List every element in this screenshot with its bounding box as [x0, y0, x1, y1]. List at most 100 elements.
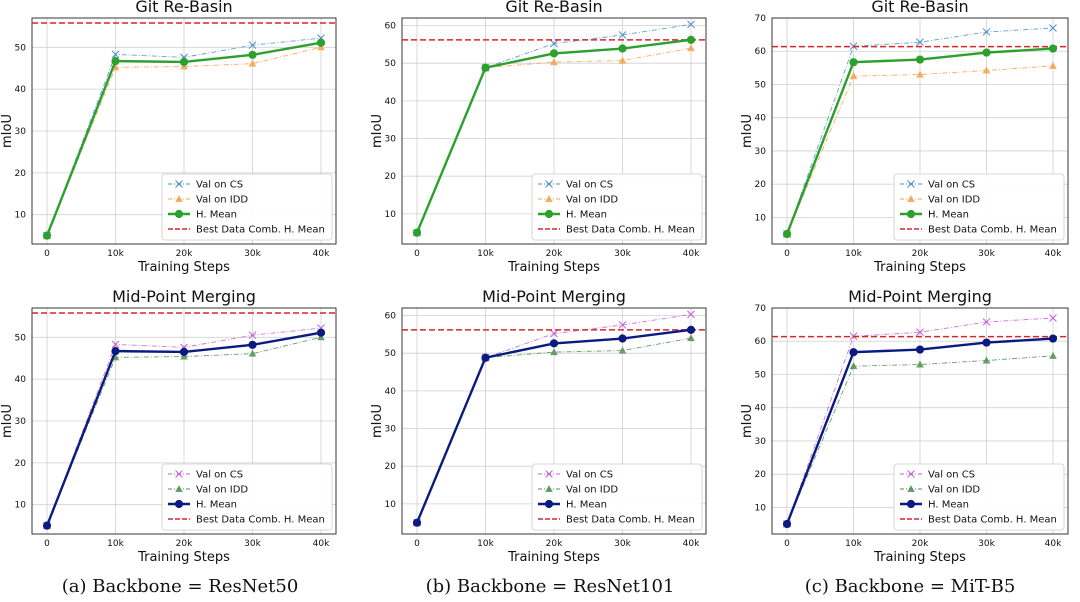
x-tick-label: 40k	[313, 539, 330, 549]
chart-git-rebasin-mitb5: Git Re-Basin 10 20 30 40 50 60 70 0 10k 20k 30k 40k T…	[740, 0, 1069, 275]
data-point	[550, 58, 558, 66]
x-axis-label: Training Steps	[137, 260, 230, 275]
data-point	[317, 333, 325, 341]
y-tick-label: 20	[15, 169, 27, 179]
legend-label: H. Mean	[196, 210, 237, 221]
data-point	[248, 50, 257, 59]
data-point	[849, 362, 858, 370]
y-tick-label: 20	[755, 470, 767, 480]
y-tick-label: 50	[755, 80, 767, 90]
series-h-mean	[42, 328, 326, 530]
data-point	[687, 310, 695, 319]
y-axis-label: mIoU	[0, 114, 15, 148]
caption-mitb5: (c) Backbone = MiT-B5	[804, 576, 1016, 597]
y-tick-label: 40	[755, 114, 767, 124]
y-axis-label: mIoU	[370, 114, 385, 148]
x-tick-label: 40k	[683, 539, 700, 549]
legend-marker	[544, 499, 554, 509]
data-point	[686, 325, 696, 334]
legend-label: Best Data Comb. H. Mean	[928, 515, 1057, 526]
legend-label: Best Data Comb. H. Mean	[566, 515, 695, 526]
data-point	[248, 331, 257, 340]
y-tick-label: 40	[385, 387, 397, 397]
data-point	[618, 31, 627, 39]
chart-git-rebasin-resnet50: Git Re-Basin 10 20 30 40 50 0 10k 20k 30k 40k Train…	[0, 0, 337, 275]
x-tick-label: 0	[44, 249, 50, 259]
x-tick-label: 10k	[845, 539, 862, 549]
data-point	[1049, 61, 1057, 69]
x-tick-label: 0	[414, 539, 420, 549]
data-point	[849, 72, 858, 80]
x-tick-label: 20k	[176, 249, 193, 259]
y-tick-label: 40	[755, 404, 767, 414]
data-point	[412, 518, 422, 527]
data-point	[618, 321, 627, 329]
legend-label: Val on IDD	[928, 195, 980, 206]
legend-box	[161, 463, 333, 531]
legend-marker	[907, 180, 915, 188]
data-point	[916, 38, 924, 47]
x-tick-label: 20k	[546, 249, 563, 259]
data-point	[248, 59, 257, 67]
legend-box	[531, 173, 703, 241]
y-tick-label: 40	[15, 85, 27, 95]
legend-label: H. Mean	[928, 500, 969, 511]
data-point	[849, 58, 858, 67]
legend-label: H. Mean	[928, 210, 969, 221]
data-point	[42, 521, 52, 530]
plot-frame	[771, 17, 1069, 245]
data-point	[916, 328, 924, 337]
data-point	[550, 39, 558, 48]
data-point	[1049, 351, 1057, 359]
series-h-mean	[782, 44, 1058, 239]
legend-box	[893, 463, 1065, 531]
data-point	[180, 352, 188, 360]
x-tick-label: 30k	[978, 249, 995, 259]
y-tick-label: 30	[755, 437, 767, 447]
data-point	[549, 49, 559, 58]
data-point	[111, 340, 120, 349]
legend-marker	[174, 499, 184, 509]
legend-label: Val on CS	[928, 180, 975, 191]
x-tick-label: 40k	[1045, 249, 1062, 259]
data-point	[412, 228, 422, 237]
y-tick-label: 10	[385, 500, 397, 510]
legend-marker	[906, 209, 916, 219]
y-tick-label: 20	[385, 172, 397, 182]
x-tick-label: 0	[44, 539, 50, 549]
y-tick-label: 30	[15, 127, 27, 137]
x-axis-label: Training Steps	[137, 550, 230, 565]
y-tick-label: 50	[385, 349, 397, 359]
legend-marker	[175, 470, 183, 478]
data-point	[982, 318, 991, 326]
legend-marker	[545, 180, 553, 188]
y-tick-label: 70	[755, 14, 767, 24]
legend-marker	[906, 499, 916, 509]
chart-title: Git Re-Basin	[505, 0, 602, 16]
x-axis-label: Training Steps	[507, 550, 600, 565]
x-tick-label: 0	[414, 249, 420, 259]
plot-frame	[31, 17, 337, 245]
data-point	[687, 20, 695, 29]
data-point	[916, 70, 924, 78]
legend-marker	[174, 209, 184, 219]
data-point	[111, 50, 120, 59]
y-tick-label: 50	[385, 59, 397, 69]
legend-box	[161, 173, 333, 241]
chart-git-rebasin-resnet101: Git Re-Basin 10 20 30 40 50 60 0 10k 20k 30k 40k Tra…	[370, 0, 707, 275]
legend-label: Val on CS	[928, 470, 975, 481]
plot-frame	[401, 17, 707, 245]
data-point	[1049, 24, 1057, 32]
data-point	[782, 519, 792, 529]
y-axis-label: mIoU	[0, 404, 15, 438]
x-tick-label: 40k	[313, 249, 330, 259]
y-tick-label: 40	[385, 97, 397, 107]
legend: Val on CS Val on IDD H. Mean Best Data Comb…	[161, 463, 333, 531]
data-point	[618, 334, 627, 343]
x-tick-label: 0	[784, 539, 790, 549]
chart-midpoint-resnet101: Mid-Point Merging 10 20 30 40 50 60 0 10k 20k 30k 4…	[370, 287, 707, 565]
data-point	[982, 66, 991, 74]
data-point	[42, 231, 52, 240]
data-point	[316, 38, 326, 47]
legend: Val on CS Val on IDD H. Mean Best Data Comb…	[893, 173, 1065, 241]
